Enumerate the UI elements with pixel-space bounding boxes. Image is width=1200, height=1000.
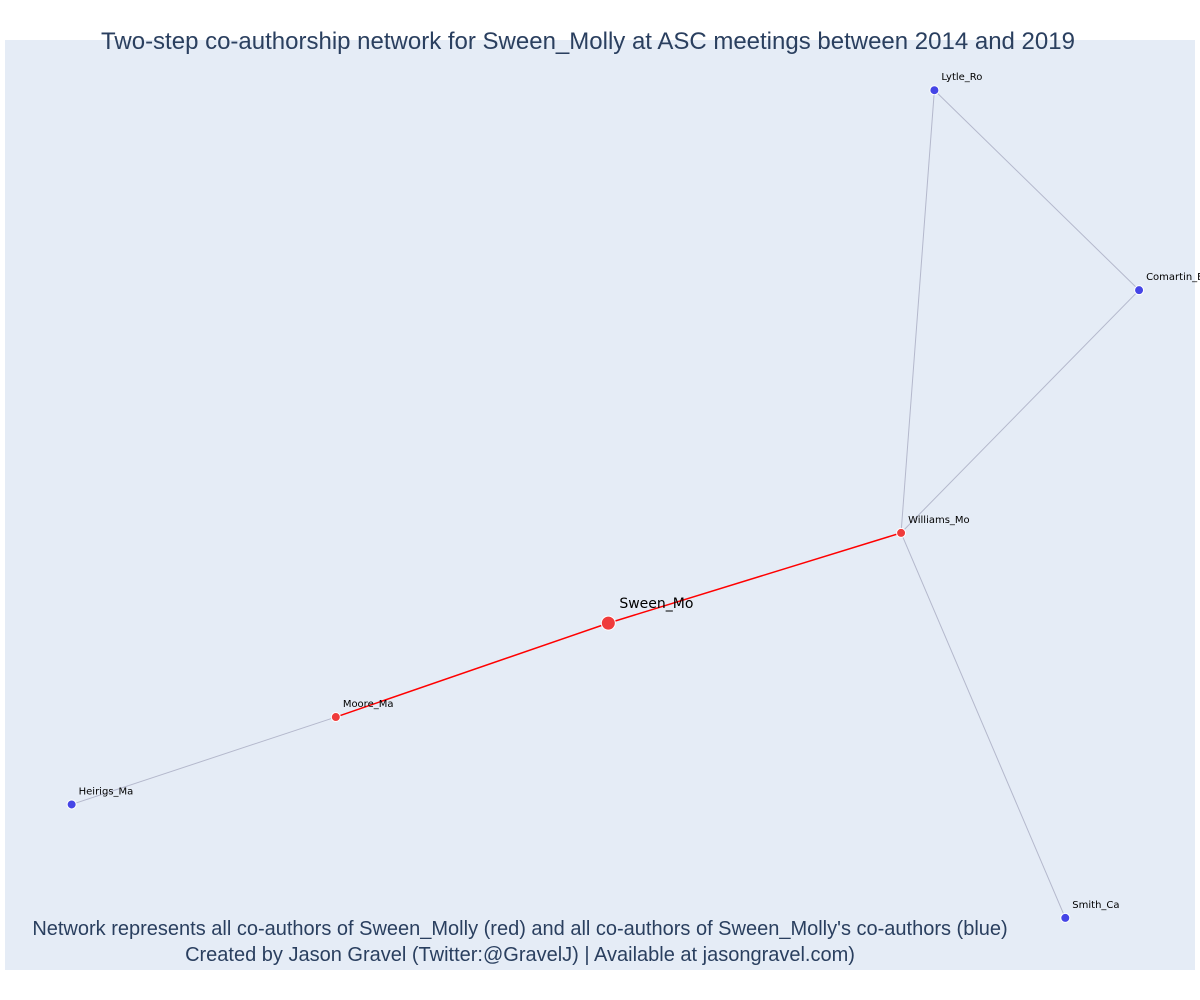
node-label-moore_ma: Moore_Ma xyxy=(343,699,394,710)
node-label-comartin_er: Comartin_Er xyxy=(1146,272,1200,283)
node-smith_ca[interactable] xyxy=(1060,912,1071,923)
edges-layer xyxy=(71,89,1140,919)
caption-credit: Created by Jason Gravel (Twitter:@Gravel… xyxy=(185,944,855,966)
node-lytle_ro[interactable] xyxy=(929,85,940,96)
node-label-williams_mo: Williams_Mo xyxy=(908,515,970,526)
node-label-smith_ca: Smith_Ca xyxy=(1072,900,1119,911)
nodes-layer xyxy=(66,85,1145,923)
caption-description: Network represents all co-authors of Swe… xyxy=(32,918,1008,940)
edge-sween_mo-williams_mo xyxy=(608,532,902,624)
node-sween_mo[interactable] xyxy=(600,615,616,631)
labels-layer: Sween_Mo Williams_Mo Moore_Ma Lytle_Ro Comar… xyxy=(79,72,1200,911)
node-comartin_er[interactable] xyxy=(1134,285,1145,296)
edge-williams_mo-smith_ca xyxy=(900,532,1066,919)
edge-lytle_ro-comartin_er xyxy=(934,89,1140,291)
edge-williams_mo-comartin_er xyxy=(900,289,1140,534)
node-label-lytle_ro: Lytle_Ro xyxy=(941,72,982,83)
node-heirigs_ma[interactable] xyxy=(66,799,77,810)
node-moore_ma[interactable] xyxy=(330,712,341,723)
node-label-heirigs_ma: Heirigs_Ma xyxy=(79,786,134,797)
chart-title: Two-step co-authorship network for Sween… xyxy=(101,28,1075,55)
edge-sween_mo-moore_ma xyxy=(335,622,609,718)
edge-williams_mo-lytle_ro xyxy=(900,90,935,533)
plot-area xyxy=(5,40,1195,970)
node-label-sween_mo: Sween_Mo xyxy=(619,596,693,612)
node-williams_mo[interactable] xyxy=(896,527,907,538)
edge-moore_ma-heirigs_ma xyxy=(71,716,336,805)
